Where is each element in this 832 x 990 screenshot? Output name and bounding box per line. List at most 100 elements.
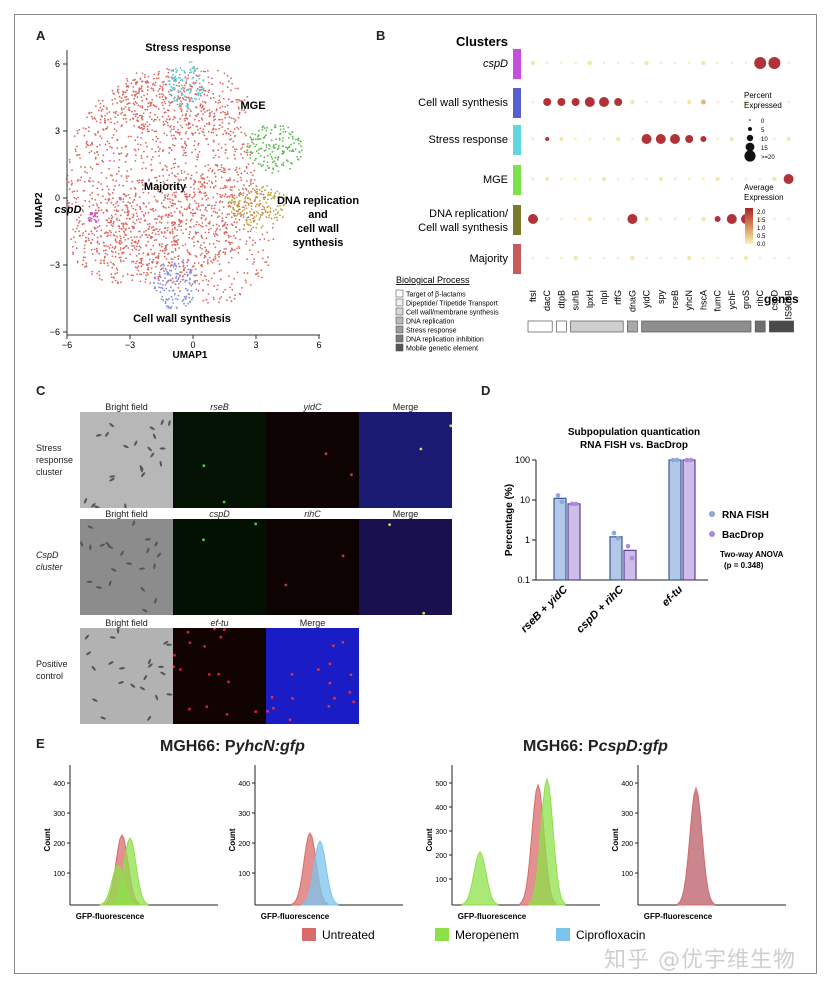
umap-point (131, 279, 134, 282)
data-point (688, 457, 694, 463)
umap-y-tick-label: 0 (55, 193, 60, 203)
umap-point (240, 172, 243, 175)
umap-point (215, 201, 217, 204)
umap-point (95, 212, 98, 215)
umap-point (242, 192, 245, 195)
umap-point (176, 243, 179, 246)
umap-point (184, 298, 187, 300)
umap-point (221, 126, 224, 128)
umap-point (238, 199, 241, 202)
umap-point (114, 238, 117, 240)
umap-point (238, 189, 240, 191)
umap-point (150, 118, 153, 121)
umap-point (142, 191, 145, 194)
umap-point (224, 288, 227, 291)
umap-point (110, 121, 112, 124)
category-label: cspD + rihC (574, 583, 627, 636)
umap-point (281, 152, 284, 155)
umap-point (168, 76, 171, 79)
flow-legend-label: Meropenem (455, 928, 519, 942)
umap-point (199, 127, 202, 130)
umap-point (163, 132, 166, 135)
umap-point (210, 260, 213, 262)
umap-point (208, 109, 211, 111)
umap-point (174, 264, 177, 267)
umap-point (223, 169, 226, 172)
umap-point (239, 126, 242, 129)
umap-point (166, 271, 168, 273)
umap-point (98, 225, 101, 227)
umap-point (180, 92, 183, 94)
expression-dot (627, 214, 638, 224)
umap-point (154, 209, 157, 211)
umap-point (300, 145, 302, 147)
umap-point (190, 174, 193, 177)
umap-point (120, 101, 123, 104)
umap-point (178, 282, 180, 285)
umap-point (100, 229, 103, 232)
umap-point (172, 144, 174, 146)
umap-point (249, 224, 252, 227)
umap-point (181, 102, 184, 105)
umap-point (203, 261, 205, 263)
umap-point (197, 188, 200, 190)
umap-point (165, 248, 168, 251)
umap-point (253, 219, 256, 222)
cluster-row-label: Majority (469, 253, 508, 265)
avg-legend-label: 2.0 (757, 210, 766, 216)
umap-point (242, 188, 245, 191)
umap-point (187, 268, 190, 271)
umap-point (80, 166, 82, 168)
umap-point (118, 227, 121, 230)
flow-legend: Untreated Meropenem Ciprofloxacin (302, 928, 645, 942)
umap-point (181, 260, 184, 263)
umap-point (154, 199, 157, 201)
umap-point (125, 234, 127, 237)
umap-point (164, 194, 166, 197)
umap-point (186, 102, 189, 105)
umap-point (196, 125, 199, 128)
fluorescent-spot (291, 697, 294, 700)
umap-point (167, 80, 170, 82)
umap-point (155, 176, 158, 179)
umap-point (170, 251, 173, 253)
umap-point (233, 194, 236, 197)
umap-point (244, 200, 247, 203)
umap-point (102, 105, 105, 108)
umap-point (167, 305, 170, 308)
umap-point (163, 270, 165, 272)
umap-point (161, 215, 164, 218)
umap-point (70, 238, 72, 241)
fluorescent-spot (327, 704, 331, 708)
umap-point (85, 265, 88, 268)
umap-point (167, 307, 170, 309)
umap-point (174, 194, 176, 197)
umap-point (181, 126, 184, 129)
umap-point (192, 124, 194, 126)
umap-point (172, 251, 175, 254)
umap-point (140, 157, 143, 160)
umap-point (266, 161, 269, 164)
fluorescent-spot (213, 628, 216, 631)
umap-point (237, 116, 240, 119)
cell (147, 446, 152, 452)
cell (91, 503, 96, 508)
data-point (569, 501, 575, 507)
umap-point (138, 92, 140, 94)
umap-point (209, 112, 211, 115)
umap-point (254, 199, 256, 201)
cell (116, 628, 120, 634)
umap-point (111, 216, 114, 218)
expression-dot (670, 134, 680, 144)
umap-point (103, 232, 106, 235)
umap-point (233, 153, 236, 156)
umap-point (159, 249, 162, 252)
umap-point (240, 153, 242, 155)
expression-dot (655, 134, 666, 144)
data-point (629, 555, 635, 561)
umap-point (130, 135, 132, 138)
cell (80, 541, 84, 547)
umap-point (285, 159, 288, 162)
cell (84, 634, 89, 640)
